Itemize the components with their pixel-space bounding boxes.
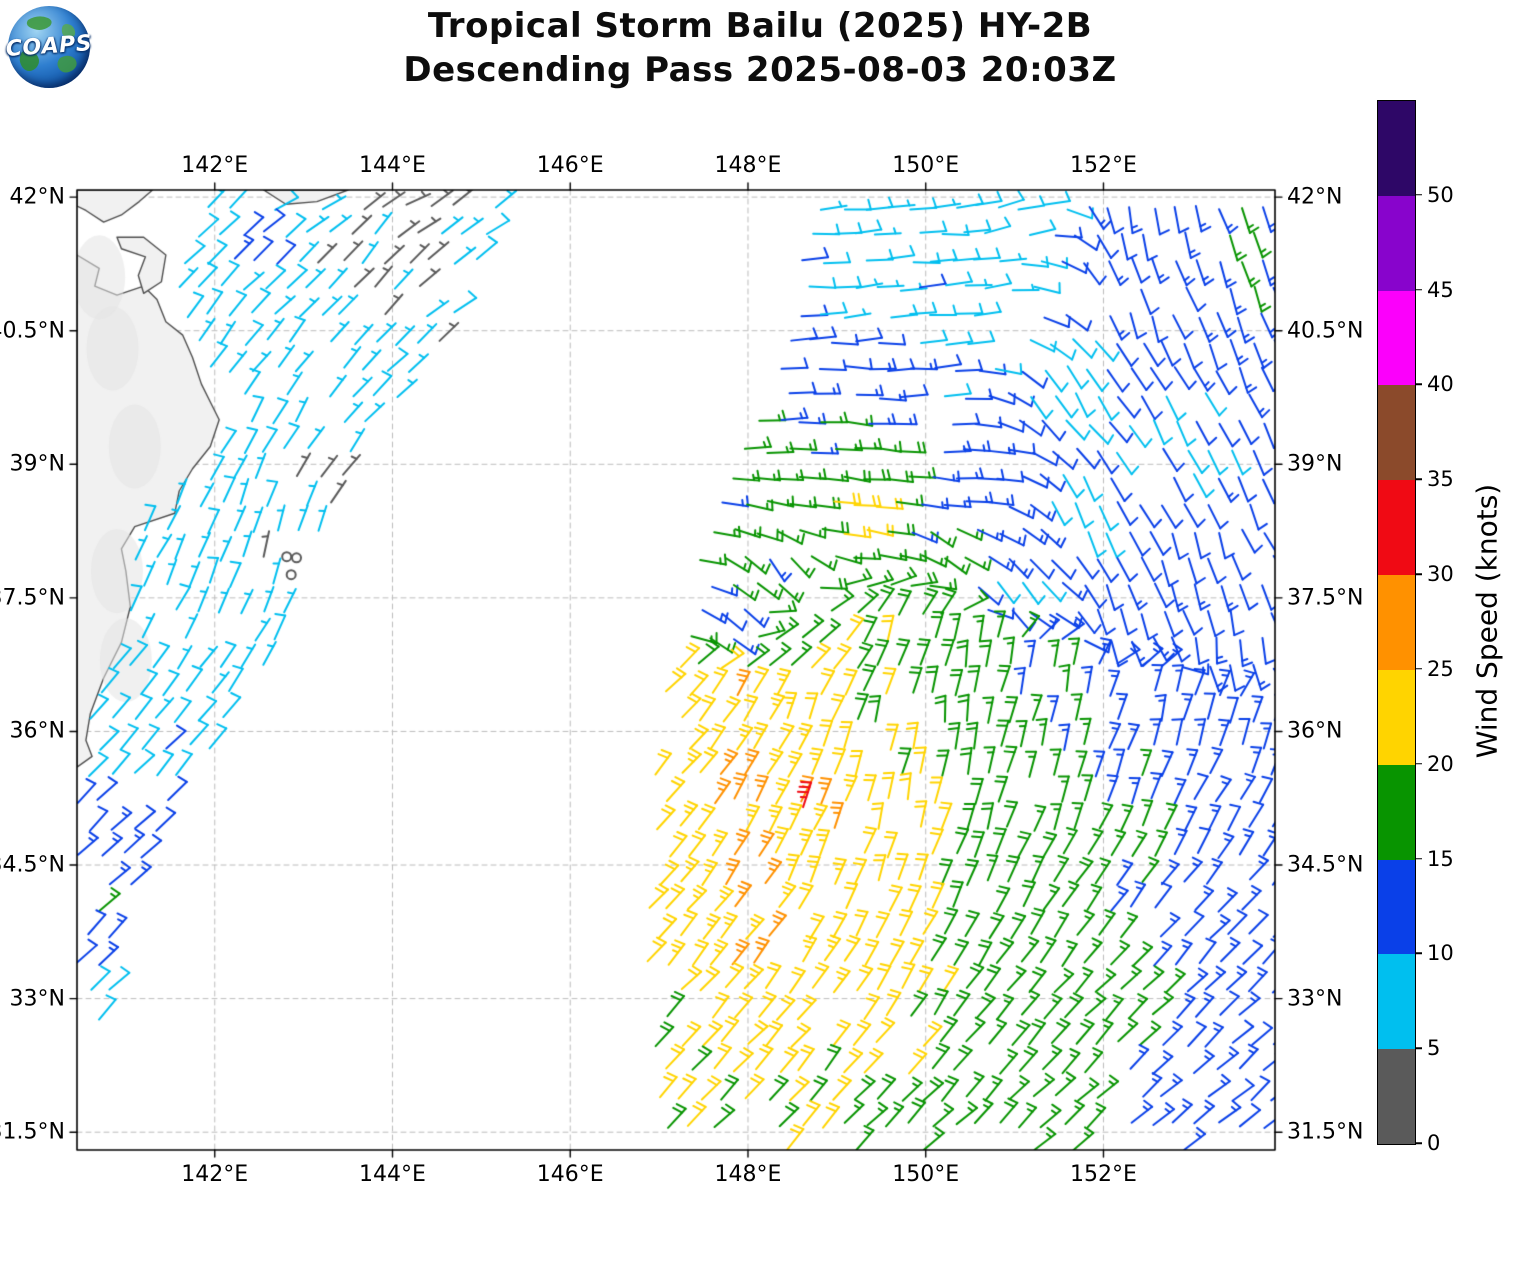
colorbar-tick-mark bbox=[1415, 194, 1422, 196]
x-tick-top: 146°E bbox=[536, 153, 604, 178]
colorbar-band-40-45 bbox=[1378, 290, 1415, 386]
y-tick-right: 34.5°N bbox=[1287, 852, 1364, 878]
y-tick-left: 39°N bbox=[9, 451, 65, 477]
x-tick-bottom: 148°E bbox=[714, 1162, 782, 1187]
colorbar-tick-label: 35 bbox=[1427, 467, 1454, 492]
colorbar-tick-mark bbox=[1415, 762, 1422, 765]
x-tick-top: 144°E bbox=[359, 153, 426, 178]
colorbar-tick-label: 40 bbox=[1427, 372, 1454, 397]
y-tick-left: 40.5°N bbox=[0, 318, 65, 344]
x-tick-bottom: 152°E bbox=[1070, 1162, 1137, 1187]
x-tick-top: 148°E bbox=[714, 153, 782, 178]
colorbar-band-15-20 bbox=[1378, 764, 1415, 860]
colorbar-tick-mark bbox=[1415, 952, 1422, 955]
colorbar-tick-label: 25 bbox=[1427, 656, 1454, 681]
y-tick-right: 40.5°N bbox=[1287, 318, 1364, 344]
y-tick-left: 42°N bbox=[9, 184, 65, 210]
y-tick-right: 42°N bbox=[1287, 184, 1343, 210]
globe-icon bbox=[19, 16, 77, 73]
colorbar-band-45-50 bbox=[1378, 195, 1415, 291]
x-tick-top: 152°E bbox=[1070, 153, 1137, 178]
colorbar-band-over-50 bbox=[1378, 101, 1415, 196]
colorbar-tick-label: 0 bbox=[1427, 1131, 1441, 1155]
colorbar-tick-mark bbox=[1415, 857, 1422, 860]
y-tick-left: 31.5°N bbox=[0, 1119, 65, 1145]
colorbar-tick-label: 5 bbox=[1427, 1036, 1441, 1061]
colorbar-tick-mark bbox=[1415, 478, 1422, 481]
colorbar-tick-label: 20 bbox=[1427, 751, 1454, 776]
colorbar-tick-label: 30 bbox=[1427, 562, 1454, 587]
x-tick-top: 142°E bbox=[181, 153, 249, 178]
colorbar-tick-label: 10 bbox=[1427, 941, 1454, 966]
colorbar-band-20-25 bbox=[1378, 669, 1415, 765]
colorbar-tick-mark bbox=[1415, 288, 1422, 291]
x-tick-top: 150°E bbox=[892, 153, 960, 178]
colorbar-tick-label: 50 bbox=[1427, 182, 1454, 207]
colorbar-tick-mark bbox=[1415, 1142, 1422, 1144]
y-tick-right: 37.5°N bbox=[1287, 585, 1364, 611]
colorbar-band-35-40 bbox=[1378, 385, 1415, 481]
x-tick-bottom: 150°E bbox=[892, 1162, 960, 1187]
colorbar-tick-mark bbox=[1415, 1047, 1422, 1049]
colorbar-tick-mark bbox=[1415, 573, 1422, 575]
colorbar-band-10-15 bbox=[1378, 859, 1415, 955]
wind-speed-colorbar bbox=[1377, 100, 1416, 1145]
x-tick-bottom: 144°E bbox=[359, 1162, 426, 1187]
colorbar-band-5-10 bbox=[1378, 954, 1415, 1050]
y-tick-left: 37.5°N bbox=[0, 585, 65, 611]
y-tick-right: 33°N bbox=[1287, 986, 1343, 1012]
colorbar-tick-mark bbox=[1415, 668, 1422, 670]
coaps-logo: COAPS bbox=[5, 6, 93, 88]
x-tick-bottom: 142°E bbox=[181, 1162, 249, 1187]
x-tick-bottom: 146°E bbox=[536, 1162, 604, 1187]
colorbar-axis-label: Wind Speed (knots) bbox=[1470, 483, 1504, 759]
y-tick-left: 33°N bbox=[9, 986, 65, 1012]
colorbar-tick-label: 45 bbox=[1427, 277, 1454, 302]
colorbar-band-0-5 bbox=[1378, 1049, 1415, 1144]
y-tick-right: 39°N bbox=[1287, 451, 1343, 477]
y-tick-left: 36°N bbox=[9, 718, 65, 744]
y-tick-right: 31.5°N bbox=[1287, 1119, 1364, 1145]
plot-title-line1: Tropical Storm Bailu (2025) HY-2B bbox=[427, 6, 1093, 46]
plot-title-line2: Descending Pass 2025-08-03 20:03Z bbox=[403, 50, 1117, 90]
y-tick-left: 34.5°N bbox=[0, 852, 65, 878]
colorbar-tick-label: 15 bbox=[1427, 846, 1454, 871]
y-tick-right: 36°N bbox=[1287, 718, 1343, 744]
colorbar-band-30-35 bbox=[1378, 480, 1415, 576]
colorbar-band-25-30 bbox=[1378, 575, 1415, 670]
colorbar-tick-mark bbox=[1415, 383, 1422, 386]
